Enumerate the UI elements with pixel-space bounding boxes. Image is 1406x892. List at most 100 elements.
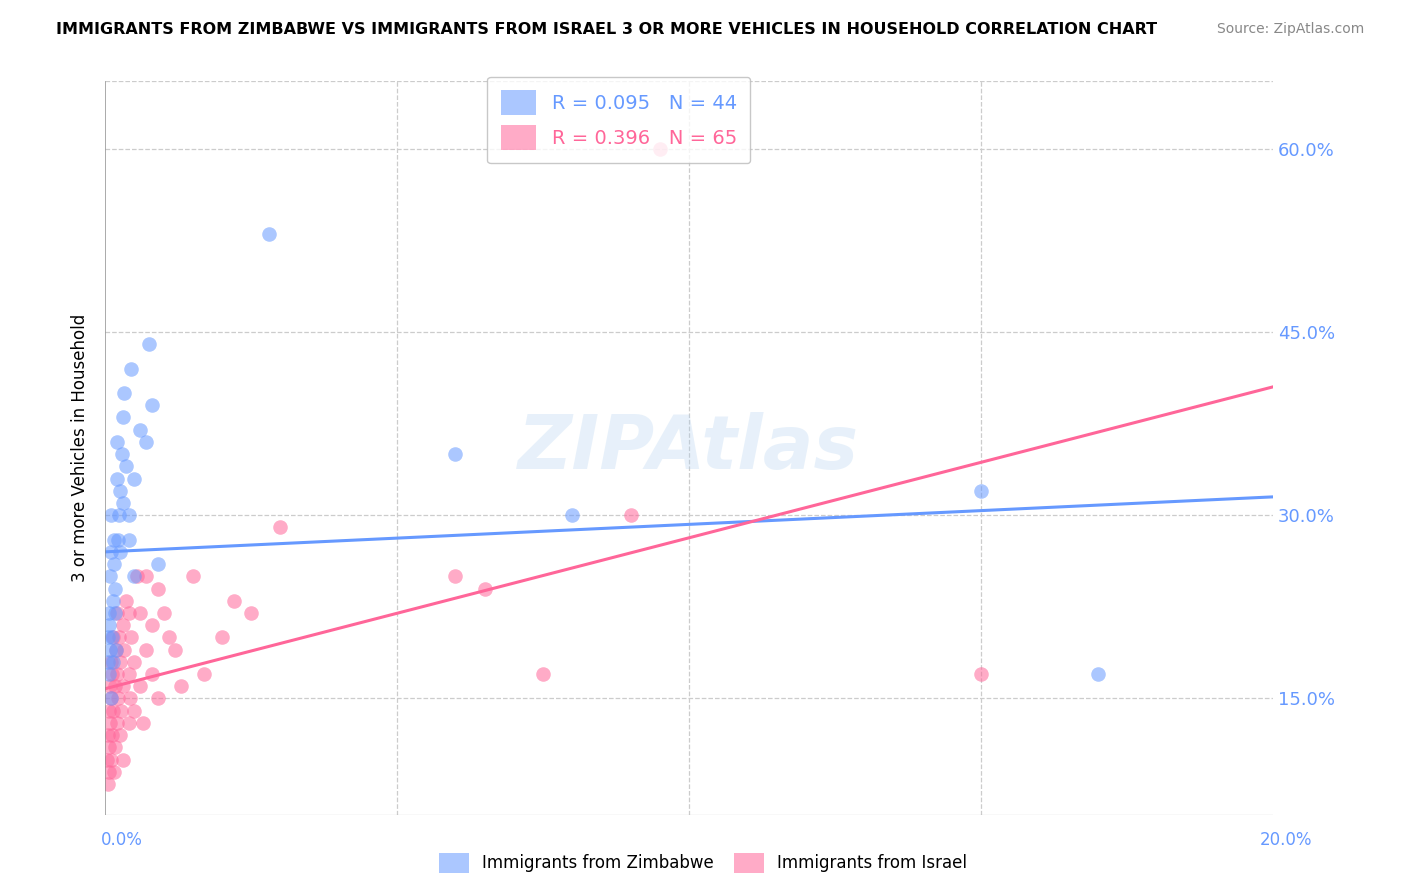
- Point: [114, 459, 136, 474]
- Point: [97, 631, 120, 645]
- Point: [135, 434, 157, 449]
- Point: [100, 753, 122, 767]
- Point: [1087, 667, 1109, 681]
- Point: [146, 691, 169, 706]
- Point: [159, 631, 181, 645]
- Point: [98, 618, 121, 632]
- Point: [101, 667, 124, 681]
- Point: [970, 667, 993, 681]
- Point: [121, 361, 143, 376]
- Point: [135, 642, 157, 657]
- Point: [132, 715, 155, 730]
- Point: [152, 606, 174, 620]
- Point: [107, 631, 129, 645]
- Point: [103, 533, 125, 547]
- Point: [112, 642, 135, 657]
- Point: [100, 691, 122, 706]
- Point: [127, 569, 149, 583]
- Point: [101, 593, 124, 607]
- Point: [100, 508, 122, 523]
- Text: ZIPAtlas: ZIPAtlas: [519, 411, 859, 484]
- Point: [96, 777, 118, 791]
- Point: [98, 679, 121, 693]
- Point: [100, 569, 122, 583]
- Point: [98, 667, 121, 681]
- Point: [105, 715, 128, 730]
- Point: [111, 679, 134, 693]
- Point: [96, 753, 118, 767]
- Point: [101, 631, 124, 645]
- Point: [100, 728, 122, 742]
- Point: [98, 740, 121, 755]
- Point: [129, 423, 152, 437]
- Legend: R = 0.095   N = 44, R = 0.396   N = 65: R = 0.095 N = 44, R = 0.396 N = 65: [488, 77, 751, 163]
- Point: [103, 606, 125, 620]
- Point: [105, 471, 128, 485]
- Point: [269, 520, 291, 534]
- Point: [124, 655, 146, 669]
- Point: [118, 691, 141, 706]
- Text: 20.0%: 20.0%: [1260, 831, 1312, 849]
- Point: [101, 631, 124, 645]
- Point: [96, 655, 118, 669]
- Point: [107, 508, 129, 523]
- Point: [100, 655, 122, 669]
- Point: [104, 642, 127, 657]
- Point: [107, 691, 129, 706]
- Point: [141, 398, 163, 412]
- Point: [104, 642, 127, 657]
- Point: [620, 508, 643, 523]
- Point: [444, 447, 467, 461]
- Point: [112, 386, 135, 401]
- Point: [103, 764, 125, 779]
- Point: [111, 410, 134, 425]
- Point: [97, 606, 120, 620]
- Point: [100, 545, 122, 559]
- Point: [97, 728, 120, 742]
- Point: [117, 533, 139, 547]
- Point: [104, 582, 127, 596]
- Point: [146, 582, 169, 596]
- Point: [117, 606, 139, 620]
- Text: Source: ZipAtlas.com: Source: ZipAtlas.com: [1216, 22, 1364, 37]
- Point: [561, 508, 583, 523]
- Point: [165, 642, 187, 657]
- Point: [110, 447, 132, 461]
- Point: [124, 704, 146, 718]
- Y-axis label: 3 or more Vehicles in Household: 3 or more Vehicles in Household: [72, 314, 89, 582]
- Point: [107, 533, 129, 547]
- Point: [111, 618, 134, 632]
- Point: [117, 715, 139, 730]
- Point: [108, 545, 131, 559]
- Point: [121, 631, 143, 645]
- Point: [104, 740, 127, 755]
- Point: [146, 557, 169, 571]
- Point: [474, 582, 496, 596]
- Point: [103, 704, 125, 718]
- Point: [110, 704, 132, 718]
- Point: [240, 606, 263, 620]
- Point: [117, 508, 139, 523]
- Point: [129, 679, 152, 693]
- Point: [135, 569, 157, 583]
- Point: [129, 606, 152, 620]
- Point: [105, 606, 128, 620]
- Point: [114, 593, 136, 607]
- Point: [103, 655, 125, 669]
- Text: 0.0%: 0.0%: [101, 831, 143, 849]
- Point: [103, 679, 125, 693]
- Point: [257, 227, 280, 242]
- Point: [141, 667, 163, 681]
- Point: [100, 715, 122, 730]
- Point: [108, 655, 131, 669]
- Point: [970, 483, 993, 498]
- Point: [108, 728, 131, 742]
- Point: [181, 569, 204, 583]
- Point: [222, 593, 245, 607]
- Point: [105, 667, 128, 681]
- Point: [105, 434, 128, 449]
- Point: [444, 569, 467, 583]
- Text: IMMIGRANTS FROM ZIMBABWE VS IMMIGRANTS FROM ISRAEL 3 OR MORE VEHICLES IN HOUSEHO: IMMIGRANTS FROM ZIMBABWE VS IMMIGRANTS F…: [56, 22, 1157, 37]
- Point: [531, 667, 554, 681]
- Point: [193, 667, 215, 681]
